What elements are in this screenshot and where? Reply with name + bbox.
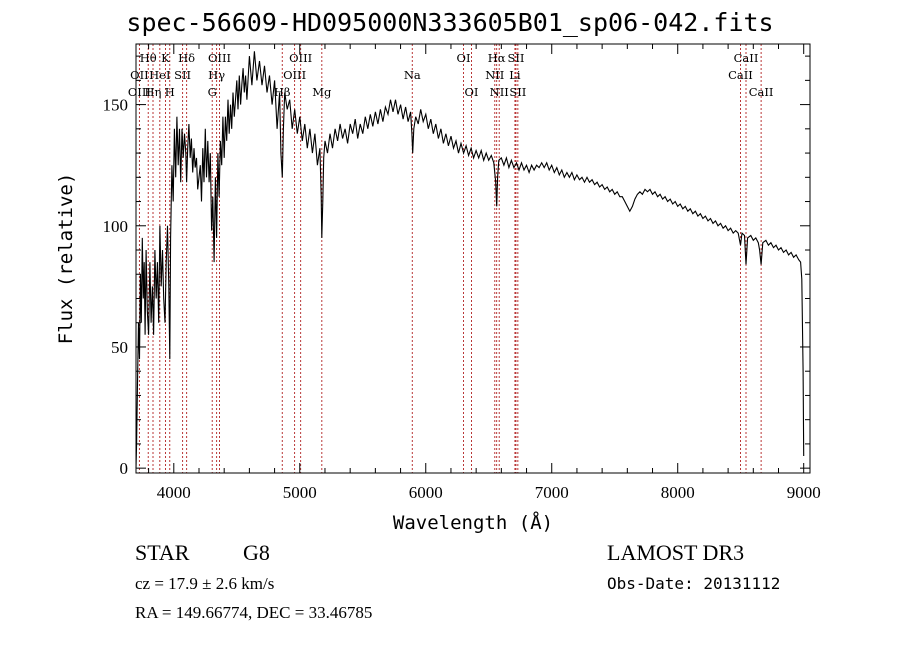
- plot-frame: [135, 43, 811, 474]
- line-label: SII: [509, 85, 526, 99]
- marker-lines-group: [138, 44, 762, 473]
- line-labels-group: Hθ OII OIII K HeI Hη Hδ SII H OIII Hγ G OIII OIII Hβ Mg…: [128, 51, 774, 99]
- line-label: G: [208, 85, 217, 99]
- x-axis-label: Wavelength (Å): [393, 511, 553, 534]
- x-tick-label: 9000: [787, 483, 821, 502]
- line-label: NII: [485, 68, 504, 82]
- redshift-velocity: cz = 17.9 ± 2.6 km/s: [135, 574, 275, 593]
- line-label: Li: [509, 68, 521, 82]
- line-label: Hγ: [208, 68, 225, 82]
- y-tick-label: 100: [103, 217, 129, 236]
- line-label: OI: [457, 51, 471, 65]
- line-label: CaII: [734, 51, 759, 65]
- line-label: Hη: [145, 85, 162, 99]
- y-axis-label: Flux (relative): [55, 173, 77, 345]
- line-label: K: [161, 51, 170, 65]
- y-tick-label: 150: [103, 96, 129, 115]
- line-label: OII: [130, 68, 149, 82]
- x-tick-label: 7000: [535, 483, 569, 502]
- line-label: Hβ: [274, 85, 291, 99]
- x-tick-label: 5000: [283, 483, 317, 502]
- y-tick-label: 0: [120, 459, 129, 478]
- line-label: NII: [490, 85, 509, 99]
- line-label: OI: [464, 85, 478, 99]
- observation-date: Obs-Date: 20131112: [607, 574, 781, 593]
- line-label: SII: [174, 68, 191, 82]
- chart-title: spec-56609-HD095000N333605B01_sp06-042.f…: [126, 8, 774, 37]
- line-label: Hδ: [178, 51, 195, 65]
- line-label: OIII: [289, 51, 312, 65]
- sky-coordinates: RA = 149.66774, DEC = 33.46785: [135, 603, 373, 622]
- line-label: Na: [404, 68, 421, 82]
- line-label: OIII: [128, 85, 151, 99]
- line-label: CaII: [728, 68, 753, 82]
- line-label: Hθ: [140, 51, 157, 65]
- line-label: CaII: [749, 85, 774, 99]
- line-label: Hα: [488, 51, 506, 65]
- spectrum-line: [135, 51, 805, 469]
- x-tick-label: 8000: [661, 483, 695, 502]
- line-label: SII: [507, 51, 524, 65]
- object-class: STAR: [135, 540, 190, 565]
- line-label: OIII: [208, 51, 231, 65]
- line-label: H: [165, 85, 175, 99]
- axis-ticks-group: 4000 5000 6000 7000 8000 9000 0 50 100 150: [103, 44, 821, 502]
- x-tick-label: 6000: [409, 483, 443, 502]
- line-label: HeI: [149, 68, 170, 82]
- x-tick-label: 4000: [157, 483, 191, 502]
- survey-name: LAMOST DR3: [607, 540, 745, 565]
- line-label: Mg: [312, 85, 332, 99]
- object-subclass: G8: [243, 540, 270, 565]
- line-label: OIII: [283, 68, 306, 82]
- y-tick-label: 50: [111, 338, 128, 357]
